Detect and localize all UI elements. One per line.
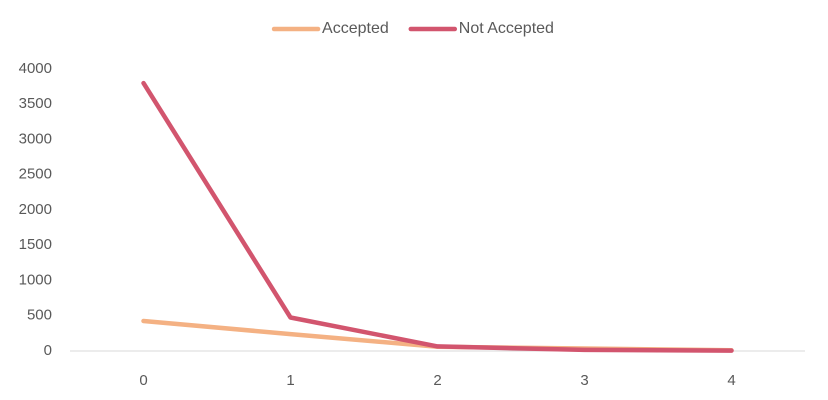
legend-label: Not Accepted bbox=[459, 20, 554, 37]
y-tick-label: 1500 bbox=[19, 236, 52, 253]
x-tick-label: 2 bbox=[433, 372, 441, 389]
y-tick-label: 500 bbox=[27, 307, 52, 324]
legend-label: Accepted bbox=[322, 20, 389, 37]
y-tick-label: 0 bbox=[44, 342, 52, 359]
y-tick-label: 2500 bbox=[19, 166, 52, 183]
x-tick-label: 1 bbox=[286, 372, 294, 389]
y-tick-label: 3000 bbox=[19, 130, 52, 147]
y-tick-label: 1000 bbox=[19, 271, 52, 288]
y-tick-label: 2000 bbox=[19, 201, 52, 218]
x-tick-label: 4 bbox=[727, 372, 735, 389]
y-axis-tick-labels: 0 500 1000 1500 2000 2500 3000 3500 4000 bbox=[19, 60, 52, 359]
x-tick-label: 0 bbox=[139, 372, 147, 389]
series-line-not-accepted bbox=[141, 80, 734, 353]
x-tick-label: 3 bbox=[580, 372, 588, 389]
series-lines bbox=[141, 80, 734, 353]
x-axis-tick-labels: 0 1 2 3 4 bbox=[139, 372, 735, 389]
legend: Accepted Not Accepted bbox=[271, 20, 554, 37]
y-tick-label: 3500 bbox=[19, 95, 52, 112]
y-tick-label: 4000 bbox=[19, 60, 52, 77]
